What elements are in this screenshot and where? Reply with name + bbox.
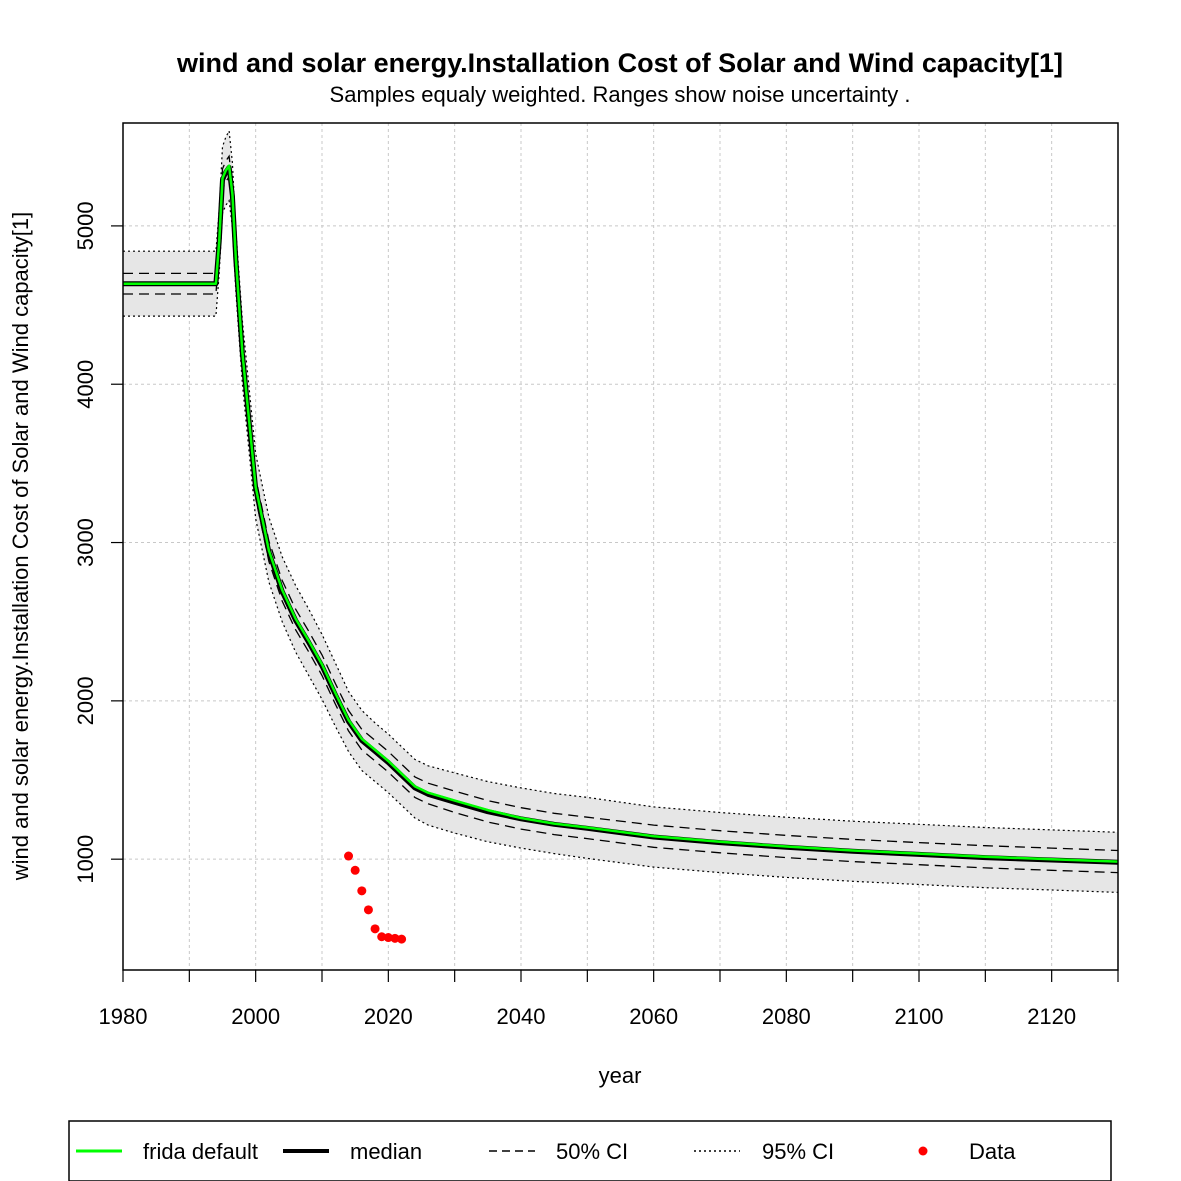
x-tick-label: 2040 xyxy=(497,1004,546,1029)
x-tick-label: 2080 xyxy=(762,1004,811,1029)
legend: frida default median 50% CI 95% CI Data xyxy=(68,1120,1112,1181)
y-axis-label: wind and solar energy.Installation Cost … xyxy=(8,212,33,882)
y-tick-label: 2000 xyxy=(73,676,98,725)
data-point xyxy=(344,851,354,861)
legend-50ci-label: 50% CI xyxy=(556,1139,628,1164)
chart-subtitle: Samples equaly weighted. Ranges show noi… xyxy=(330,82,911,107)
y-tick-label: 3000 xyxy=(73,518,98,567)
data-point xyxy=(390,933,400,943)
plot-frame xyxy=(122,122,1119,971)
ci-band-layer xyxy=(123,130,1118,893)
y-tick-label: 4000 xyxy=(73,360,98,409)
legend-box xyxy=(68,1120,1112,1181)
x-tick-label: 2000 xyxy=(231,1004,280,1029)
data-point xyxy=(397,934,407,944)
data-point xyxy=(357,886,367,896)
data-point xyxy=(377,932,387,942)
ci50-upper-line xyxy=(123,154,1119,852)
ci95-upper-line xyxy=(123,128,1119,833)
data-point xyxy=(350,865,360,875)
chart-title: wind and solar energy.Installation Cost … xyxy=(176,48,1063,78)
frida-default-line xyxy=(123,164,1119,863)
x-tick-label: 1980 xyxy=(99,1004,148,1029)
data-point xyxy=(383,933,393,943)
ci50-lower-line xyxy=(123,175,1119,874)
legend-data-swatch xyxy=(918,1146,928,1156)
x-tick-label: 2100 xyxy=(895,1004,944,1029)
legend-data-label: Data xyxy=(969,1139,1016,1164)
x-tick-label: 2120 xyxy=(1027,1004,1076,1029)
data-point xyxy=(370,924,380,934)
legend-frida-default-label: frida default xyxy=(143,1139,258,1164)
x-axis-label: year xyxy=(599,1063,642,1088)
data-points-layer xyxy=(344,851,407,944)
ci-band-fill xyxy=(123,130,1118,893)
y-tick-label: 1000 xyxy=(73,835,98,884)
series-layer xyxy=(123,128,1119,893)
y-tick-label: 5000 xyxy=(73,201,98,250)
x-tick-label: 2020 xyxy=(364,1004,413,1029)
legend-median-label: median xyxy=(350,1139,422,1164)
legend-95ci-label: 95% CI xyxy=(762,1139,834,1164)
x-tick-label: 2060 xyxy=(629,1004,678,1029)
data-point xyxy=(363,905,373,915)
median-line xyxy=(123,164,1119,865)
axes: 1980 2000 2020 2040 2060 2080 2100 2120 1000 2000… xyxy=(73,201,1119,1029)
